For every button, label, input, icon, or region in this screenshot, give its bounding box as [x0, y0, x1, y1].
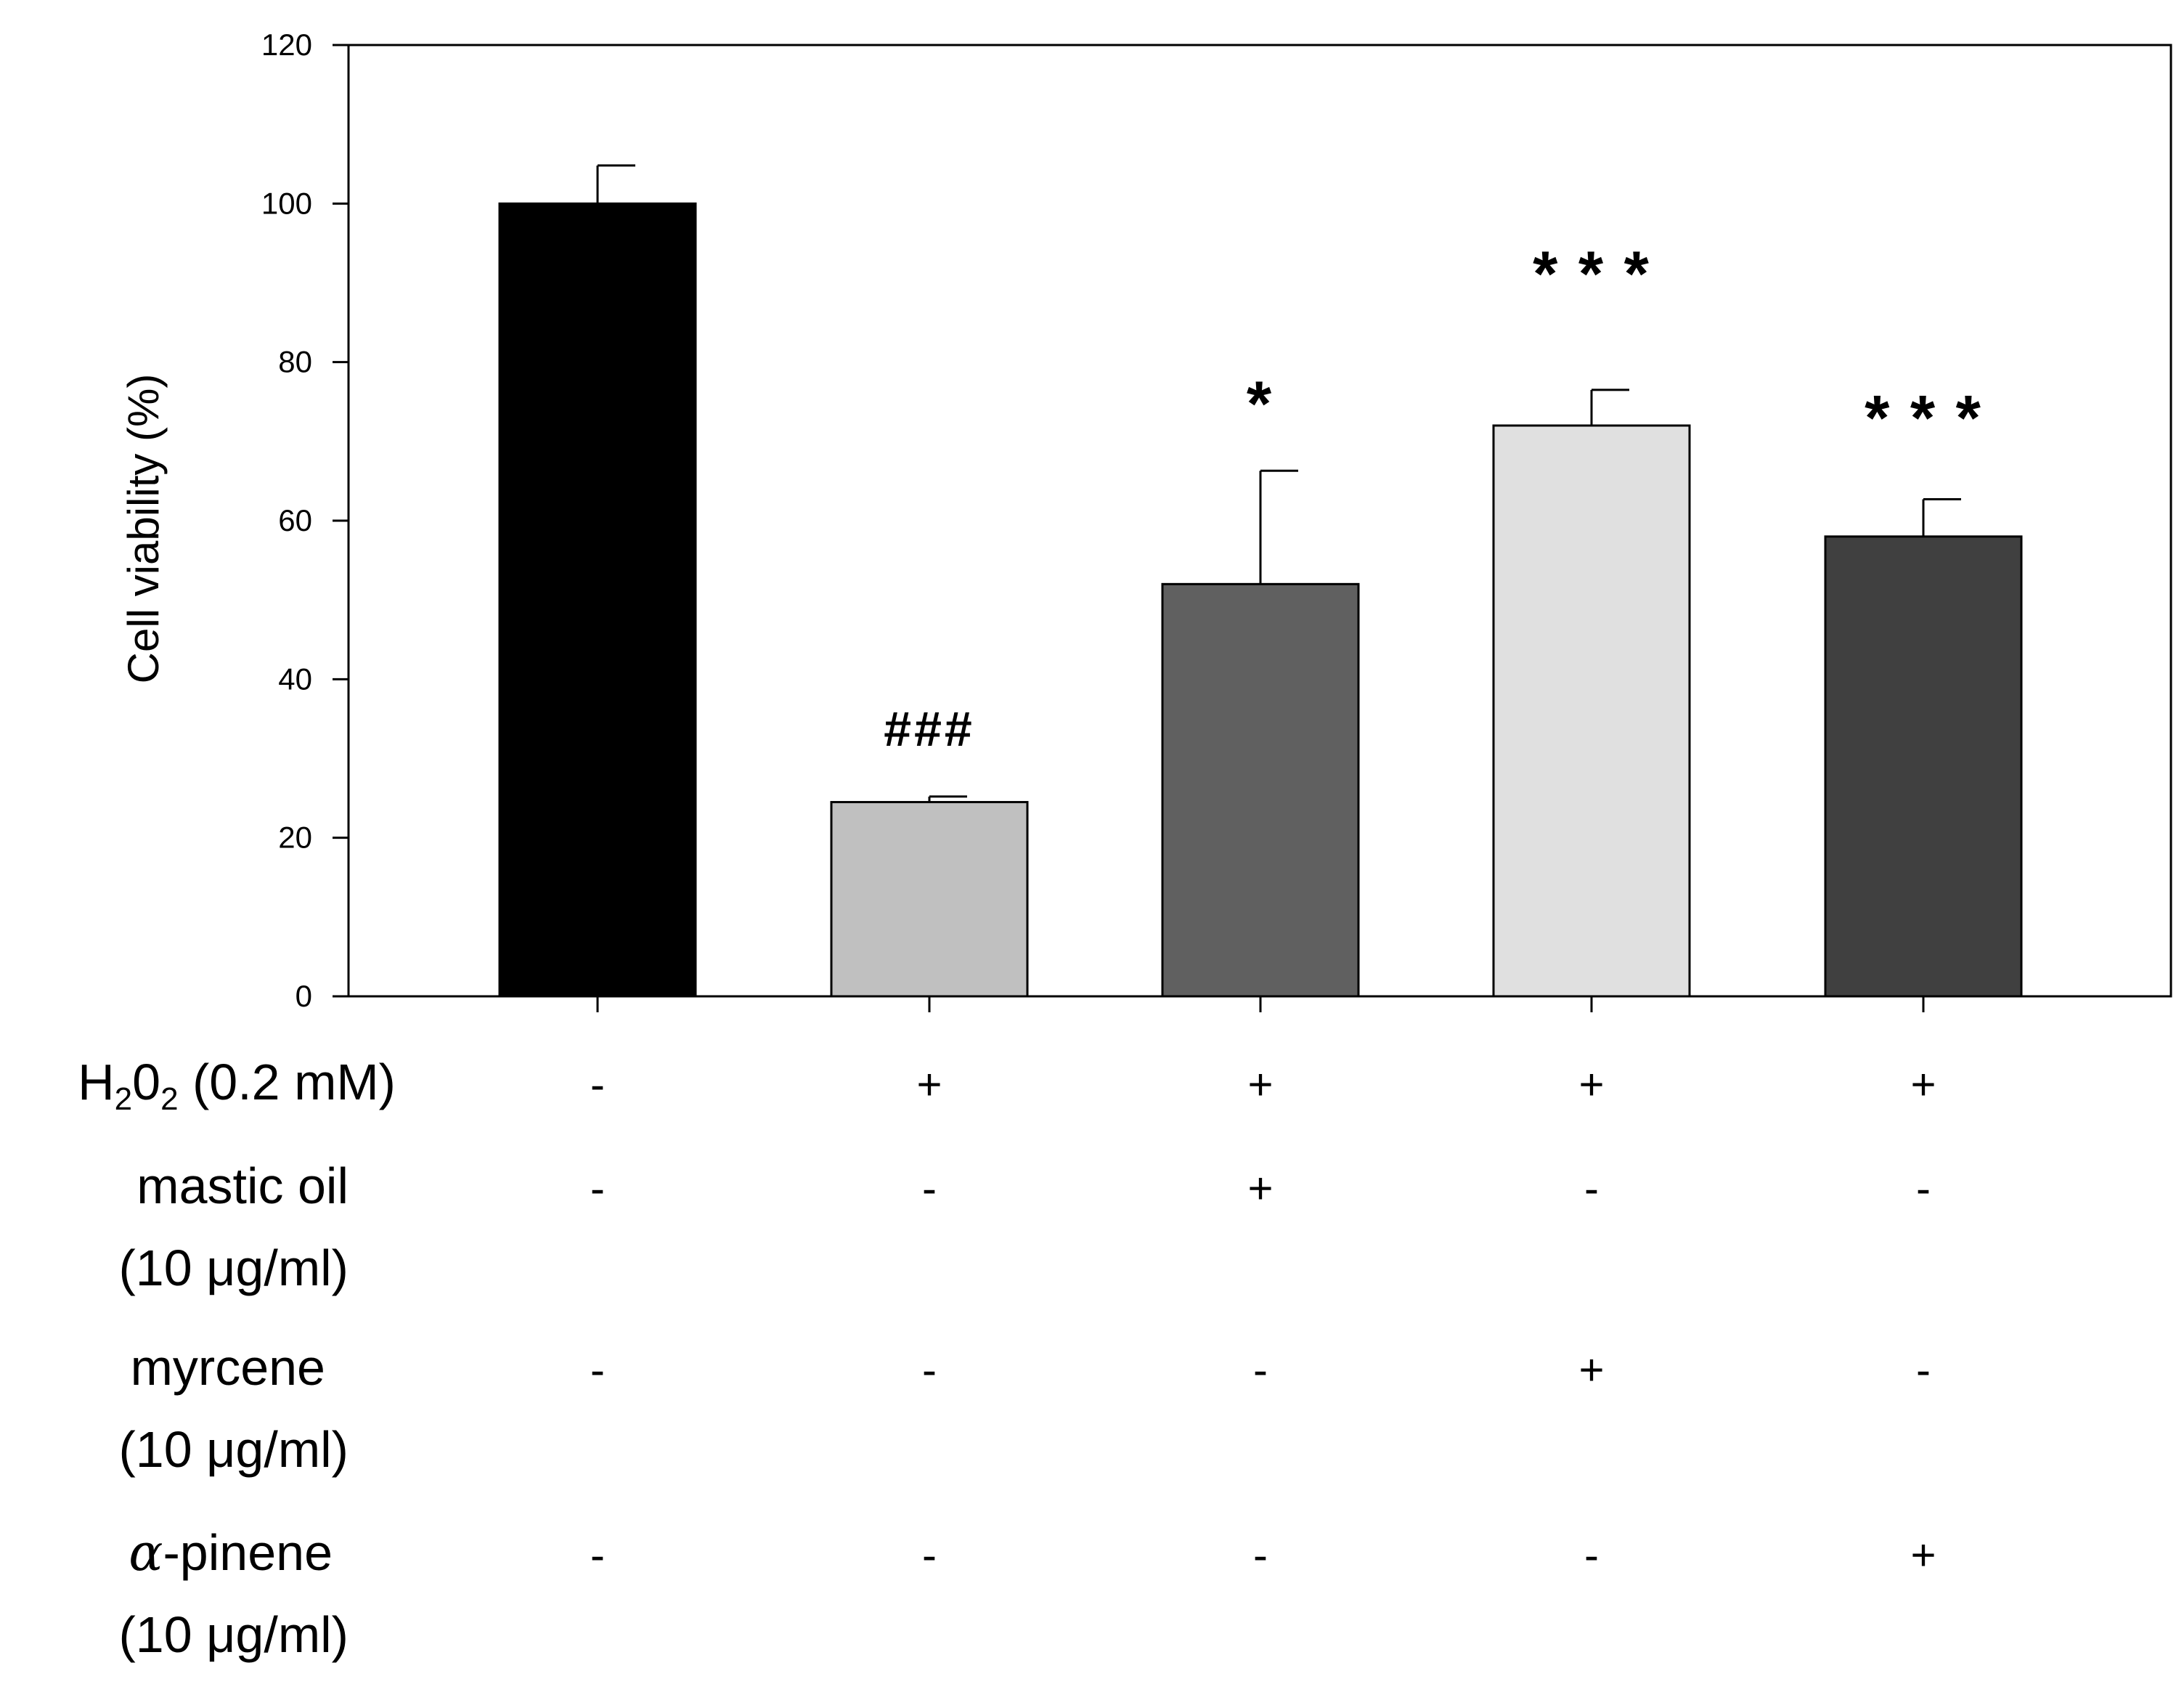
row-label-myrcene: myrcene: [131, 1339, 325, 1396]
h2o2-mid: 0: [132, 1054, 160, 1110]
y-axis-label: Cell viability (%): [119, 374, 168, 684]
significance-label-1: ###: [884, 701, 974, 757]
plot-area: 0 20 40 60 80 100 120 ### * * * * * * *: [261, 28, 2172, 1013]
sign-r1-c4: -: [1916, 1164, 1931, 1213]
treatment-table: H202 (0.2 mM) mastic oil (10 μg/ml) myrc…: [78, 1054, 1936, 1663]
treatment-signs: - + + + + - - + - - - - - + - - - - - +: [590, 1060, 1936, 1579]
sign-r2-c0: -: [590, 1346, 605, 1394]
bar-2: [1161, 582, 1360, 998]
sign-r0-c2: +: [1247, 1060, 1273, 1109]
y-tick-label-100: 100: [261, 186, 312, 220]
y-tick-label-20: 20: [278, 821, 312, 855]
y-tick-label-0: 0: [296, 979, 312, 1013]
sign-r1-c3: -: [1584, 1164, 1599, 1213]
h2o2-h: H: [78, 1054, 115, 1110]
significance-label-2: *: [1247, 367, 1274, 439]
sign-r0-c0: -: [590, 1060, 605, 1109]
y-tick-label-60: 60: [278, 503, 312, 537]
bar-3: [1492, 424, 1691, 998]
sign-r2-c1: -: [922, 1346, 937, 1394]
sign-r2-c4: -: [1916, 1346, 1931, 1394]
row-label-mastic-oil-dose: (10 μg/ml): [118, 1240, 349, 1296]
h2o2-tail: (0.2 mM): [179, 1054, 396, 1110]
sign-r3-c3: -: [1584, 1531, 1599, 1579]
sign-r1-c1: -: [922, 1164, 937, 1213]
sign-r3-c1: -: [922, 1531, 937, 1579]
alpha-symbol: α: [129, 1523, 163, 1582]
sign-r0-c3: +: [1578, 1060, 1604, 1109]
sign-r1-c2: +: [1247, 1164, 1273, 1213]
sign-r1-c0: -: [590, 1164, 605, 1213]
row-label-myrcene-dose: (10 μg/ml): [118, 1421, 349, 1478]
bar-1: [830, 801, 1029, 998]
y-tick-label-40: 40: [278, 662, 312, 696]
sign-r0-c4: +: [1910, 1060, 1936, 1109]
sign-r2-c2: -: [1253, 1346, 1268, 1394]
bar-4: [1824, 535, 2023, 998]
sign-r3-c0: -: [590, 1531, 605, 1579]
sign-r0-c1: +: [916, 1060, 942, 1109]
h2o2-sub2: 2: [160, 1081, 178, 1117]
y-tick-label-80: 80: [278, 345, 312, 379]
row-label-alpha-pinene-dose: (10 μg/ml): [118, 1606, 349, 1663]
sign-r3-c4: +: [1910, 1531, 1936, 1579]
y-tick-label-120: 120: [261, 28, 312, 62]
row-label-mastic-oil: mastic oil: [136, 1158, 349, 1214]
row-label-h2o2: H202 (0.2 mM): [78, 1054, 396, 1117]
sign-r3-c2: -: [1253, 1531, 1268, 1579]
significance-label-3: * * *: [1533, 237, 1650, 309]
significance-label-4: * * *: [1865, 382, 1982, 454]
bar-0: [498, 202, 697, 998]
h2o2-sub1: 2: [115, 1081, 132, 1117]
pinene-text: -pinene: [163, 1524, 333, 1581]
row-label-alpha-pinene: α-pinene: [129, 1523, 333, 1582]
sign-r2-c3: +: [1578, 1346, 1604, 1394]
